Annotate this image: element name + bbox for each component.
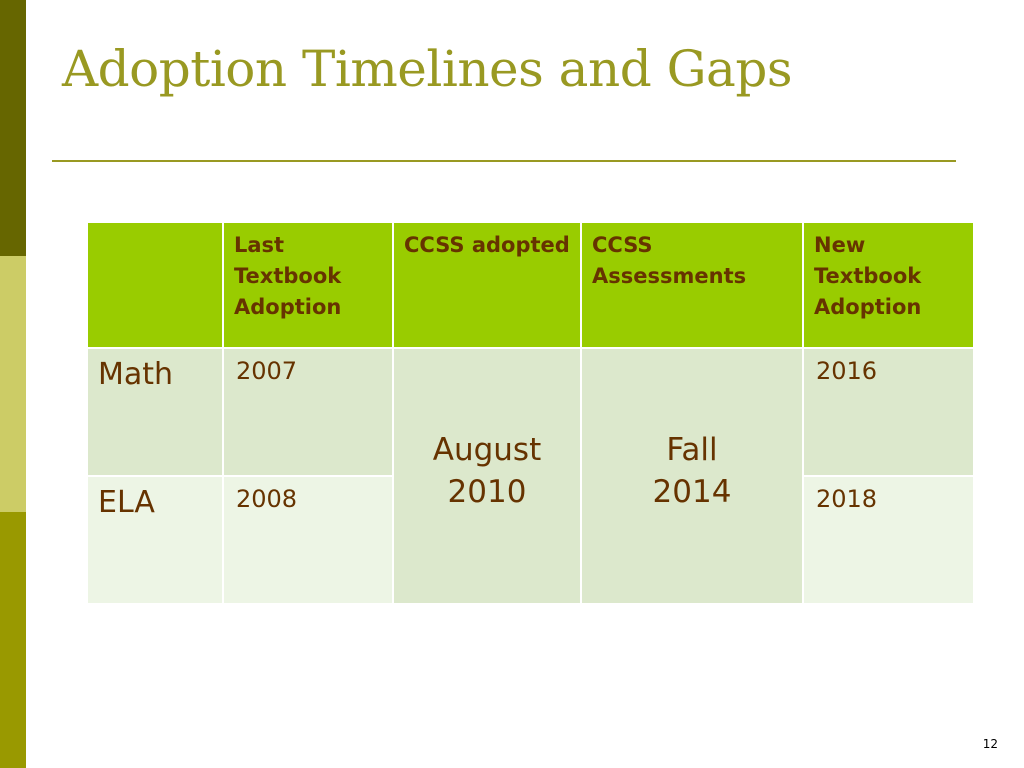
slide-title: Adoption Timelines and Gaps (62, 40, 793, 98)
title-divider (52, 160, 956, 162)
header-last-textbook-adoption: Last Textbook Adoption (222, 221, 394, 349)
sidebar-stripe-top (0, 0, 26, 256)
math-last-adoption: 2007 (222, 347, 394, 477)
ccss-adopted-month: August (432, 432, 542, 468)
header-new-textbook-adoption: New Textbook Adoption (802, 221, 975, 349)
ccss-assessments-cell: Fall 2014 (580, 347, 804, 605)
header-cell-empty (86, 221, 224, 349)
math-new-adoption: 2016 (802, 347, 975, 477)
ela-new-adoption: 2018 (802, 475, 975, 605)
header-ccss-assessments: CCSS Assessments (580, 221, 804, 349)
header-ccss-adopted: CCSS adopted (392, 221, 582, 349)
table-header-row: Last Textbook Adoption CCSS adopted CCSS… (86, 221, 975, 349)
ela-last-adoption: 2008 (222, 475, 394, 605)
sidebar-stripe-middle (0, 256, 26, 512)
table-row-math: Math 2007 August 2010 Fall 2014 2016 (86, 347, 975, 605)
ccss-adopted-year: 2010 (447, 474, 527, 510)
ccss-assessments-season: Fall (666, 432, 718, 468)
row-label-math: Math (86, 347, 224, 477)
table-row-ela: ELA 2008 2018 (86, 475, 975, 605)
sidebar-stripe-bottom (0, 512, 26, 768)
ccss-assessments-year: 2014 (652, 474, 732, 510)
row-label-ela: ELA (86, 475, 224, 605)
ccss-adopted-cell: August 2010 (392, 347, 582, 605)
adoption-timeline-table: Last Textbook Adoption CCSS adopted CCSS… (86, 221, 975, 605)
slide-number: 12 (982, 737, 998, 751)
